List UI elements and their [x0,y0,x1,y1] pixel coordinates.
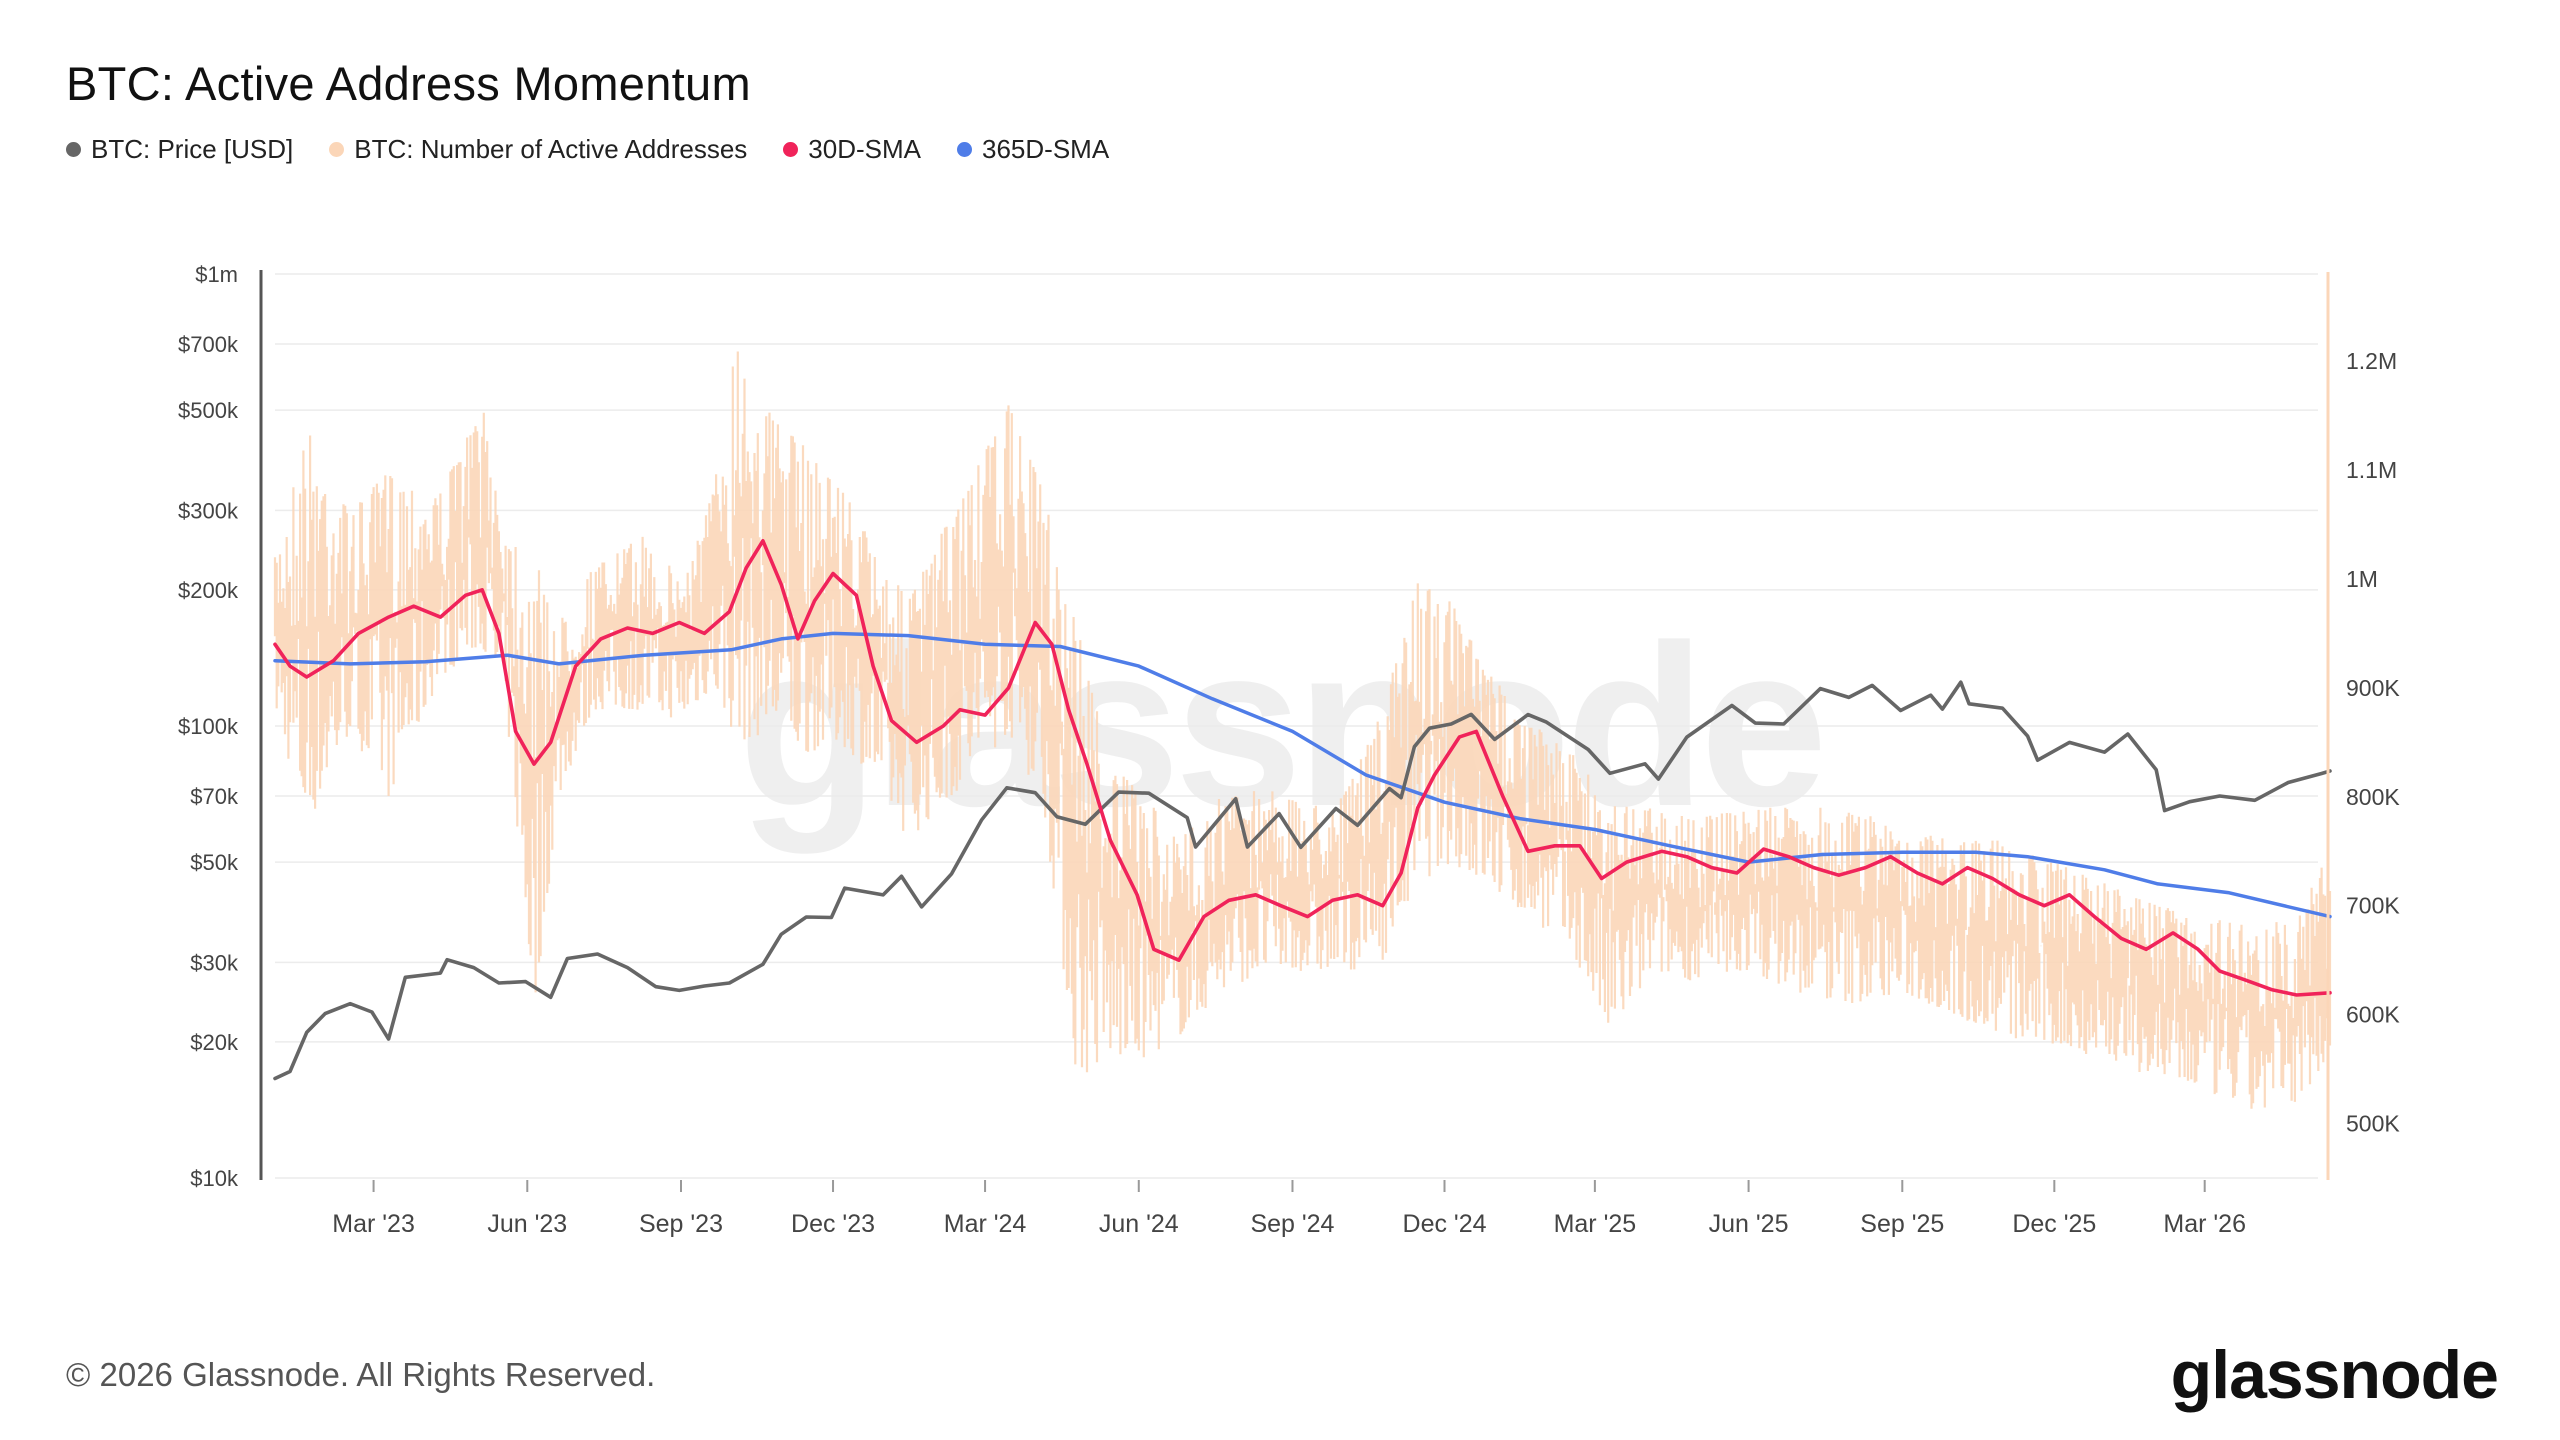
x-tick-label: Sep '23 [639,1210,723,1238]
right-axis-ticks: 1.2M 1.1M 1M 900K 800K 700K 600K 500K [2346,348,2400,1136]
legend-dot-365d-sma [957,142,972,157]
right-tick-label: 1.1M [2346,457,2397,483]
legend-label-30d-sma: 30D-SMA [808,134,921,164]
legend-label-365d-sma: 365D-SMA [982,134,1110,164]
series-lines [273,539,2332,1081]
legend-item-365d-sma[interactable]: 365D-SMA [957,134,1109,165]
chart-title: BTC: Active Address Momentum [66,57,751,110]
price-line[interactable] [273,680,2332,1081]
left-tick-label: $100k [178,714,239,739]
right-tick-label: 700K [2346,893,2400,919]
left-tick-label: $700k [178,332,239,357]
right-tick-label: 1.2M [2346,348,2397,374]
legend-dot-active-addresses [329,142,345,157]
right-tick-label: 600K [2346,1002,2400,1028]
x-tick-label: Sep '25 [1860,1210,1944,1238]
legend-item-price[interactable]: BTC: Price [USD] [66,134,293,165]
active-addresses-series[interactable] [273,351,2332,1109]
copyright-text: © 2026 Glassnode. All Rights Reserved. [66,1356,656,1393]
glassnode-logo[interactable]: glassnode [2170,1337,2499,1413]
left-tick-label: $500k [178,398,239,423]
x-tick-label: Dec '23 [791,1210,875,1238]
left-tick-label: $1m [195,262,238,287]
sma-365d-line[interactable] [273,631,2332,919]
left-tick-label: $70k [190,784,239,809]
x-tick-label: Jun '24 [1099,1210,1179,1238]
legend-dot-30d-sma [783,142,799,157]
x-tick-label: Dec '25 [2012,1210,2096,1238]
left-axis-ticks: $1m $700k $500k $300k $200k $100k $70k $50k $30k… [178,262,239,1191]
x-tick-label: Jun '23 [487,1210,567,1238]
x-tick-label: Mar '25 [1554,1210,1637,1238]
legend-item-active-addresses[interactable]: BTC: Number of Active Addresses [329,134,747,165]
x-tick-label: Mar '23 [332,1210,415,1238]
right-tick-label: 800K [2346,784,2400,810]
left-tick-label: $50k [190,850,239,875]
left-tick-label: $10k [190,1166,239,1191]
legend-item-30d-sma[interactable]: 30D-SMA [783,134,921,165]
legend-label-price: BTC: Price [USD] [91,134,294,164]
right-tick-label: 500K [2346,1111,2400,1137]
gridlines [275,273,2318,1179]
left-tick-label: $200k [178,578,239,603]
x-tick-label: Mar '26 [2163,1210,2246,1238]
x-axis-ticks: Mar '23 Jun '23 Sep '23 Dec '23 Mar '24 Jun '… [332,1180,2246,1238]
x-tick-label: Dec '24 [1403,1210,1487,1238]
right-tick-label: 1M [2346,566,2378,592]
x-tick-label: Mar '24 [944,1210,1027,1238]
sma-30d-line[interactable] [273,539,2332,997]
x-tick-label: Sep '24 [1250,1210,1334,1238]
right-tick-label: 900K [2346,675,2400,701]
left-tick-label: $30k [190,950,239,975]
left-tick-label: $20k [190,1030,239,1055]
legend-dot-price [66,142,81,157]
legend: BTC: Price [USD] BTC: Number of Active A… [66,134,1109,165]
legend-label-active-addresses: BTC: Number of Active Addresses [354,134,748,164]
x-tick-label: Jun '25 [1709,1210,1789,1238]
left-tick-label: $300k [178,498,239,523]
active-addresses-layer [273,351,2332,1109]
